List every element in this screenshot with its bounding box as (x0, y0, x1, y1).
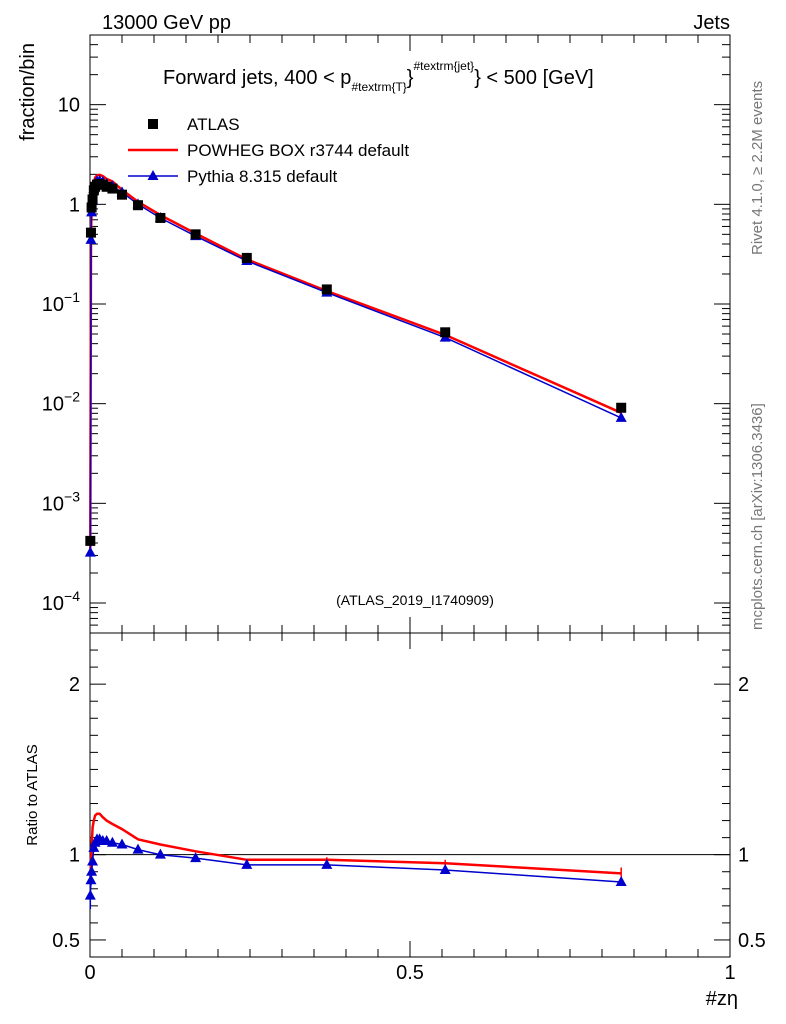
main-y-tick-exp: −3 (64, 488, 80, 504)
ratio-frame (89, 632, 731, 958)
ratio-pythia-point (615, 875, 627, 886)
main-title-tail: } < 500 [GeV] (474, 67, 594, 89)
atlas-point (101, 181, 112, 192)
ratio-pythia-point (86, 865, 98, 876)
main-ticks (89, 34, 731, 634)
legend: ATLAS POWHEG BOX r3744 default Pythia 8.31… (128, 115, 409, 186)
main-y-tick-base: 1 (69, 194, 80, 216)
ratio-y-tick-label-left: 0.5 (52, 930, 80, 952)
pythia-point (84, 546, 96, 557)
ratio-pythia-point (241, 858, 253, 869)
header-right: Jets (693, 12, 730, 34)
ratio-y-tick-label-right: 1 (738, 845, 749, 867)
ratio-x-tick-labels: 0 0.5 1 (84, 962, 735, 984)
watermark: (ATLAS_2019_I1740909) (336, 592, 494, 608)
main-series (84, 173, 627, 557)
ratio-pythia-line (89, 838, 622, 896)
main-y-tick-base: 10 (42, 593, 64, 615)
legend-marker-pythia (147, 170, 159, 180)
main-title-sub: #textrm{T} (351, 80, 406, 94)
main-y-axis-label: fraction/bin (17, 43, 39, 141)
ratio-pythia-point (87, 855, 99, 866)
x-axis-label: #zη (706, 988, 738, 1010)
atlas-point (85, 227, 96, 238)
main-y-tick-label: 10 (58, 95, 80, 117)
atlas-point (190, 229, 201, 240)
ratio-y-tick-label-right: 0.5 (738, 930, 766, 952)
pythia-point (85, 233, 97, 244)
ratio-powheg-line (89, 812, 622, 884)
ratio-pythia-point (321, 858, 333, 869)
legend-label: Pythia 8.315 default (187, 167, 338, 186)
ratio-y-axis-label: Ratio to ATLAS (24, 744, 41, 845)
atlas-point (321, 284, 332, 295)
atlas-point (117, 189, 127, 200)
ratio-plot: 2 21 10.5 0.5 0 0.5 1 Ratio to ATLAS #zη (24, 632, 766, 1010)
ratio-pythia-point (154, 848, 166, 859)
main-y-tick-base: 10 (58, 95, 80, 117)
atlas-point (107, 183, 118, 194)
atlas-point (155, 212, 166, 223)
main-y-tick-label: 10−4 (42, 588, 80, 615)
main-frame (89, 34, 731, 634)
side-label-mcplots: mcplots.cern.ch [arXiv:1306.3436] (749, 403, 766, 630)
ratio-y-tick-labels: 2 2 1 1 0.5 0.5 (52, 674, 766, 952)
ratio-pythia-point (106, 836, 118, 847)
main-y-tick-exp: −2 (64, 389, 80, 405)
main-y-tick-base: 10 (42, 493, 64, 515)
ratio-pythia-point (85, 874, 97, 885)
main-y-tick-label: 1 (69, 194, 80, 216)
main-y-tick-label: 10−3 (42, 488, 80, 515)
main-title: Forward jets, 400 < p#textrm{T}}#textrm{… (163, 59, 594, 94)
atlas-point (85, 535, 96, 546)
pythia-point (615, 411, 627, 422)
ratio-series (84, 812, 627, 910)
ratio-ticks (89, 633, 731, 957)
main-title-close: } (407, 67, 414, 89)
ratio-pythia-point (88, 841, 100, 852)
legend-label: ATLAS (187, 115, 240, 134)
atlas-point (241, 252, 252, 263)
atlas-point (86, 202, 97, 213)
x-tick-label: 0 (84, 962, 95, 984)
ratio-pythia-point (84, 889, 96, 900)
legend-label: POWHEG BOX r3744 default (187, 141, 409, 160)
main-title-start: Forward jets, 400 < p (163, 67, 351, 89)
x-tick-label: 0.5 (396, 962, 424, 984)
ratio-pythia-point (439, 864, 451, 875)
legend-marker-atlas (148, 119, 158, 129)
powheg-line (89, 173, 622, 549)
ratio-y-tick-label-left: 1 (69, 845, 80, 867)
ratio-y-tick-label-right: 2 (738, 674, 749, 696)
main-y-tick-label: 10−1 (42, 289, 80, 316)
main-y-tick-exp: −1 (64, 289, 80, 305)
main-title-sup: #textrm{jet} (413, 59, 474, 73)
main-y-tick-base: 10 (42, 394, 64, 416)
main-y-tick-exp: −4 (64, 588, 80, 604)
x-tick-label: 1 (724, 962, 735, 984)
ratio-pythia-point (116, 838, 128, 849)
main-y-tick-label: 10−2 (42, 389, 80, 416)
ratio-pythia-point (132, 843, 144, 854)
atlas-point (87, 194, 98, 205)
ratio-y-tick-label-left: 2 (69, 674, 80, 696)
atlas-point (616, 402, 627, 413)
pythia-line (89, 180, 622, 553)
header-left: 13000 GeV pp (102, 12, 231, 34)
ratio-pythia-point (190, 852, 202, 863)
side-label-rivet: Rivet 4.1.0, ≥ 2.2M events (749, 81, 766, 255)
atlas-point (133, 200, 143, 211)
main-y-tick-base: 10 (42, 294, 64, 316)
atlas-point (440, 327, 451, 338)
